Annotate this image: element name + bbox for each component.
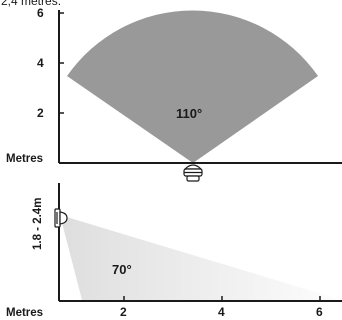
sensor-top-view-icon	[183, 164, 203, 182]
top-y-tick-label-2: 2	[37, 106, 44, 120]
bottom-x-tick-label-2: 2	[120, 305, 127, 319]
top-y-tick-label-4: 4	[37, 56, 44, 70]
header-fragment: 2,4 metres.	[1, 0, 61, 8]
top-angle-label: 110°	[176, 106, 202, 121]
top-coverage-diagram: 6 4 2 Metres 110°	[6, 6, 342, 182]
top-y-tick-label-6: 6	[37, 6, 44, 20]
sensor-side-view-icon	[54, 208, 68, 228]
mounting-height-label: 1.8 - 2.4m	[32, 198, 44, 250]
bottom-coverage-area	[60, 215, 342, 300]
bottom-axis-title: Metres	[6, 307, 43, 319]
top-coverage-sector	[67, 10, 318, 163]
bottom-angle-label: 70°	[112, 262, 132, 277]
bottom-x-tick-label-4: 4	[218, 305, 225, 319]
top-axis-title: Metres	[6, 153, 43, 165]
bottom-x-tick-label-6: 6	[316, 305, 323, 319]
bottom-coverage-diagram: 2 4 6 Metres 1.8 - 2.4m 70°	[6, 183, 342, 319]
